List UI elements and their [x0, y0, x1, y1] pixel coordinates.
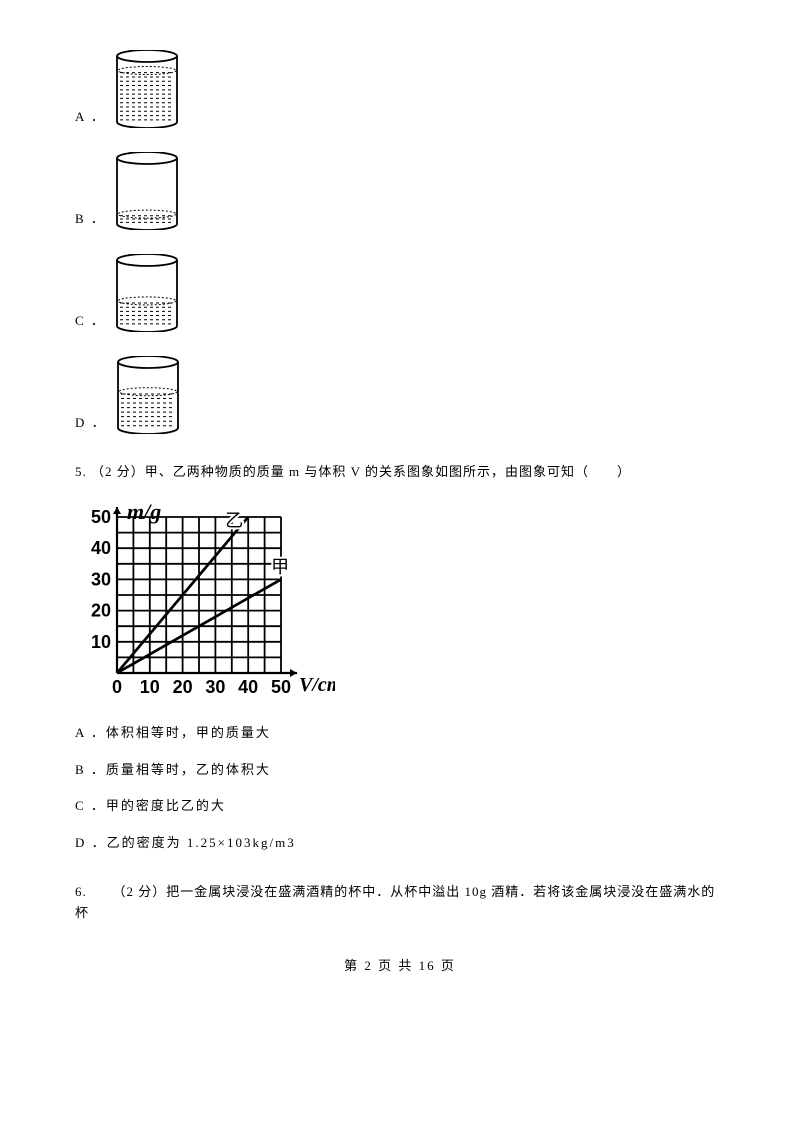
page-footer: 第 2 页 共 16 页	[75, 956, 725, 977]
svg-text:V/cm: V/cm	[299, 674, 335, 696]
svg-text:m/g: m/g	[127, 503, 161, 524]
option-text: 质量相等时，乙的体积大	[106, 762, 271, 777]
option-label: D ．	[75, 835, 107, 850]
beaker-icon	[115, 356, 181, 434]
option-label: B ．	[75, 762, 106, 777]
option-label: C ．	[75, 311, 106, 332]
option-text: 甲的密度比乙的大	[106, 798, 226, 813]
q5-options: A ．体积相等时，甲的质量大 B ．质量相等时，乙的体积大 C ．甲的密度比乙的大 D…	[75, 723, 725, 854]
svg-text:20: 20	[173, 677, 193, 697]
q5-option: A ．体积相等时，甲的质量大	[75, 723, 725, 744]
svg-text:乙: 乙	[225, 510, 243, 530]
svg-text:40: 40	[238, 677, 258, 697]
q6-text: 6. （2 分）把一金属块浸没在盛满酒精的杯中．从杯中溢出 10g 酒精．若将该…	[75, 882, 725, 924]
svg-text:20: 20	[91, 600, 111, 620]
svg-text:0: 0	[112, 677, 122, 697]
option-text: 乙的密度为 1.25×103kg/m3	[107, 835, 296, 850]
option-label: A ．	[75, 725, 106, 740]
q5-chart: 102030405001020304050m/gV/cm3乙乙甲甲	[75, 503, 725, 703]
q5-option: B ．质量相等时，乙的体积大	[75, 760, 725, 781]
beaker-options: A ． B ． C ． D ．	[75, 50, 725, 434]
svg-text:40: 40	[91, 538, 111, 558]
option-label: B ．	[75, 209, 106, 230]
beaker-option: C ．	[75, 254, 725, 332]
svg-text:50: 50	[271, 677, 291, 697]
option-label: C ．	[75, 798, 106, 813]
beaker-option: A ．	[75, 50, 725, 128]
option-label: D ．	[75, 413, 107, 434]
svg-text:50: 50	[91, 507, 111, 527]
q5-text: 5. （2 分）甲、乙两种物质的质量 m 与体积 V 的关系图象如图所示，由图象…	[75, 462, 725, 483]
beaker-option: B ．	[75, 152, 725, 230]
option-text: 体积相等时，甲的质量大	[106, 725, 271, 740]
q5-option: D ．乙的密度为 1.25×103kg/m3	[75, 833, 725, 854]
svg-text:甲: 甲	[271, 557, 289, 577]
q5-option: C ．甲的密度比乙的大	[75, 796, 725, 817]
option-label: A ．	[75, 107, 106, 128]
beaker-option: D ．	[75, 356, 725, 434]
svg-text:30: 30	[91, 569, 111, 589]
beaker-icon	[114, 254, 180, 332]
svg-text:30: 30	[205, 677, 225, 697]
beaker-icon	[114, 152, 180, 230]
beaker-icon	[114, 50, 180, 128]
svg-text:10: 10	[140, 677, 160, 697]
mv-chart: 102030405001020304050m/gV/cm3乙乙甲甲	[75, 503, 335, 703]
svg-text:10: 10	[91, 632, 111, 652]
